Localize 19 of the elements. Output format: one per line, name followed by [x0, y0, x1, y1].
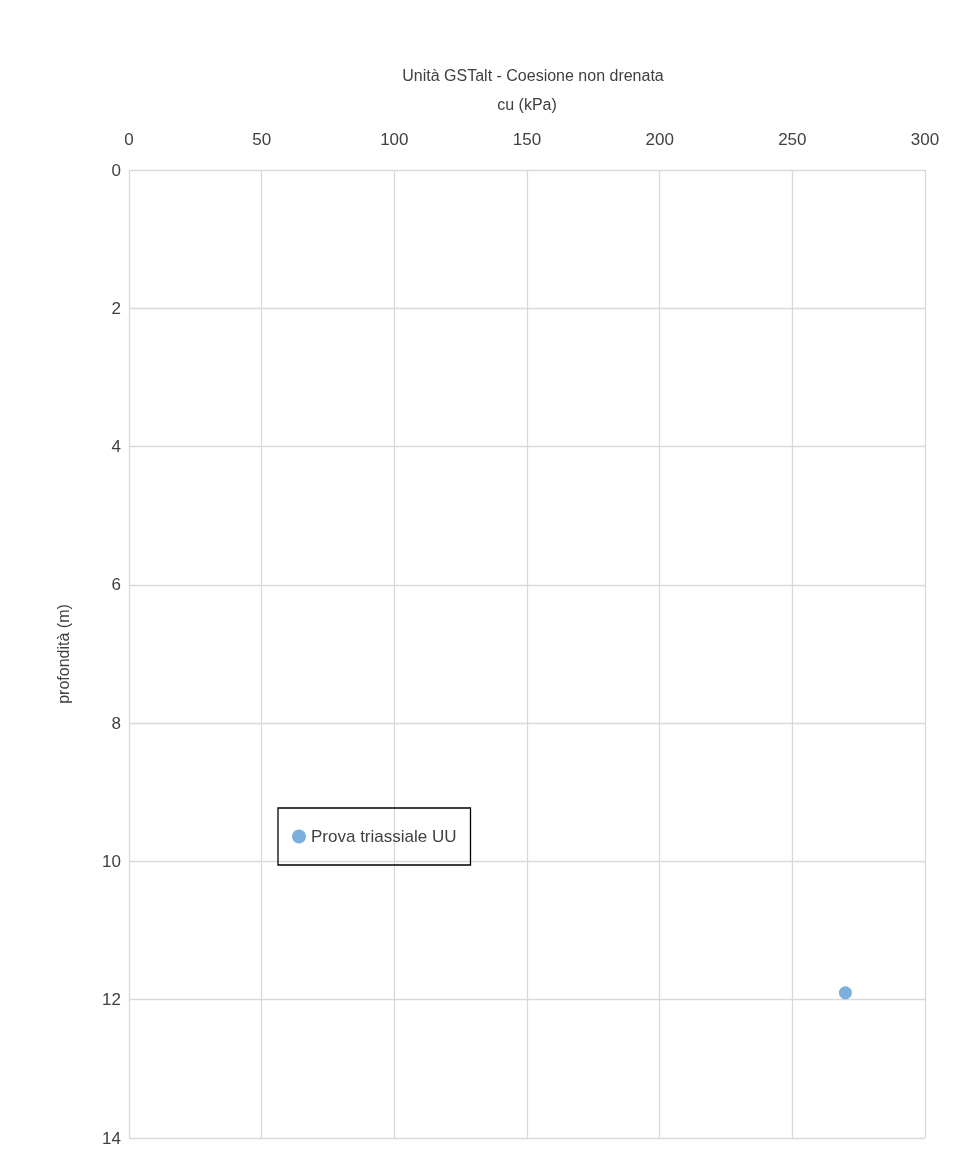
x-tick-label: 200 [645, 130, 674, 149]
y-tick-label: 10 [102, 851, 121, 871]
y-tick-label: 14 [102, 1128, 121, 1148]
x-tick-label: 0 [124, 130, 134, 149]
y-tick-label: 8 [111, 713, 121, 733]
y-axis-title: profondità (m) [54, 604, 72, 704]
legend-label: Prova triassiale UU [311, 827, 457, 846]
y-tick-label: 0 [111, 160, 121, 180]
y-tick-label: 4 [111, 437, 121, 457]
x-tick-label: 250 [778, 130, 807, 149]
y-tick-label: 12 [102, 990, 121, 1010]
x-tick-label: 150 [512, 130, 542, 149]
x-tick-label: 50 [252, 130, 272, 149]
y-tick-label: 2 [111, 298, 121, 318]
y-tick-label: 6 [111, 575, 121, 595]
x-tick-label: 300 [910, 130, 940, 149]
x-tick-label: 100 [380, 130, 409, 149]
chart-title: Unità GSTalt - Coesione non drenata [402, 66, 664, 84]
x-axis-title: cu (kPa) [497, 95, 557, 113]
